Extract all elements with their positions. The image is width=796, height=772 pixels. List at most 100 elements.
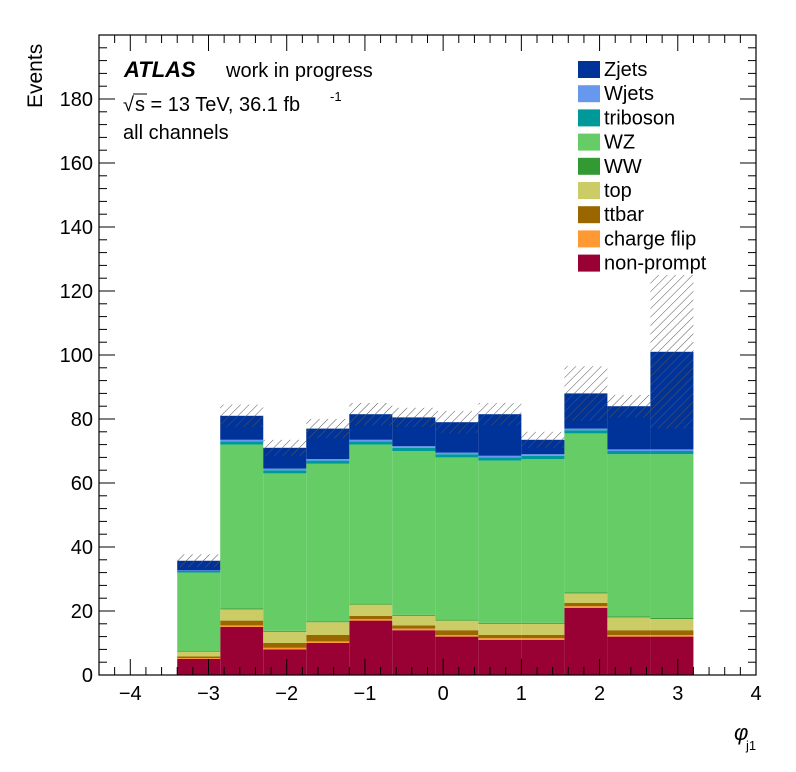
bar-non-prompt: [392, 630, 436, 675]
legend-swatch-triboson: [578, 109, 600, 127]
bar-non-prompt: [650, 636, 694, 675]
bar-non-prompt: [478, 639, 522, 675]
y-tick-label: 60: [71, 473, 93, 495]
bar-triboson: [435, 454, 479, 458]
x-axis-label-subscript: j1: [745, 738, 756, 753]
y-tick-labels: 0 20 40 60 80 100 120 140 160 180: [60, 89, 93, 687]
y-tick-label: 40: [71, 537, 93, 559]
uncertainty-band: [564, 366, 608, 421]
bar-charge-flip: [435, 635, 479, 637]
bar-non-prompt: [220, 627, 264, 675]
x-tick-label: −3: [197, 683, 220, 705]
legend-swatch-zjets: [578, 61, 600, 78]
bar-top: [607, 617, 651, 631]
bar-ww: [607, 616, 651, 618]
bar-wz: [607, 454, 651, 617]
legend-swatch-top: [578, 182, 600, 199]
bar-charge-flip: [478, 638, 522, 640]
bar-wz: [435, 457, 479, 620]
bar-wz: [177, 572, 221, 651]
legend-label-triboson: triboson: [604, 107, 675, 129]
legend-swatch-charge-flip: [578, 230, 600, 248]
energy-sqrt: √: [123, 94, 134, 116]
bar-ttbar: [177, 656, 221, 659]
uncertainty-bands: [177, 275, 694, 568]
bar-non-prompt: [435, 636, 479, 675]
axis-ticks: [98, 34, 757, 676]
bar-triboson: [349, 441, 393, 445]
atlas-sublabel: work in progress: [225, 60, 373, 82]
bar-top: [650, 619, 694, 631]
bar-ttbar: [521, 635, 565, 639]
bar-charge-flip: [306, 641, 350, 643]
bar-top: [263, 631, 307, 643]
legend-swatch-ttbar: [578, 206, 600, 224]
bar-ttbar: [650, 630, 694, 635]
bar-wjets: [349, 439, 393, 442]
bar-ww: [521, 622, 565, 624]
bar-ww: [392, 614, 436, 616]
bar-wjets: [564, 428, 608, 431]
legend-label-charge-flip: charge flip: [604, 228, 696, 250]
bar-charge-flip: [349, 619, 393, 621]
bar-wz: [521, 459, 565, 623]
bar-charge-flip: [177, 658, 221, 659]
channel-label: all channels: [123, 122, 229, 144]
bar-non-prompt: [349, 620, 393, 675]
bar-ww: [650, 618, 694, 619]
bar-wz: [392, 451, 436, 615]
uncertainty-band: [521, 431, 565, 448]
bar-ttbar: [263, 643, 307, 648]
bar-ttbar: [220, 620, 264, 626]
bar-wz: [306, 463, 350, 622]
bar-wz: [650, 454, 694, 619]
x-axis-label: φ: [734, 720, 748, 745]
y-tick-label: 0: [82, 665, 93, 687]
bar-wjets: [650, 449, 694, 451]
bar-triboson: [521, 455, 565, 459]
x-tick-label: −2: [275, 683, 298, 705]
atlas-label: ATLAS: [123, 57, 196, 82]
bar-triboson: [306, 460, 350, 464]
uncertainty-band: [177, 554, 221, 568]
uncertainty-band: [650, 275, 694, 429]
bar-wjets: [177, 570, 221, 571]
bar-ww: [349, 603, 393, 605]
uncertainty-band: [349, 403, 393, 426]
bar-charge-flip: [521, 638, 565, 640]
bar-ttbar: [607, 630, 651, 635]
uncertainty-band: [263, 439, 307, 456]
bar-wjets: [478, 455, 522, 458]
bar-top: [349, 604, 393, 616]
bar-non-prompt: [177, 659, 221, 675]
bar-non-prompt: [521, 639, 565, 675]
bar-ttbar: [349, 615, 393, 619]
bar-non-prompt: [564, 607, 608, 675]
bar-non-prompt: [263, 649, 307, 675]
x-tick-label: −4: [119, 683, 142, 705]
uncertainty-band: [220, 404, 264, 427]
x-tick-label: −1: [354, 683, 377, 705]
bar-ww: [220, 608, 264, 610]
y-tick-label: 120: [60, 281, 93, 303]
bar-top: [306, 622, 350, 635]
uncertainty-band: [607, 395, 651, 418]
bar-triboson: [607, 451, 651, 455]
bar-triboson: [220, 441, 264, 445]
x-tick-labels: −4 −3 −2 −1 0 1 2 3 4: [119, 683, 762, 705]
bar-triboson: [650, 451, 694, 455]
bar-charge-flip: [650, 635, 694, 637]
bar-top: [564, 593, 608, 603]
bar-triboson: [392, 447, 436, 451]
y-axis-label: Events: [24, 44, 47, 108]
bar-wjets: [392, 446, 436, 448]
legend-label-zjets: Zjets: [604, 59, 647, 81]
bar-wjets: [220, 439, 264, 442]
y-tick-label: 80: [71, 409, 93, 431]
bar-ttbar: [306, 635, 350, 642]
legend-label-non-prompt: non-prompt: [604, 253, 707, 275]
bar-triboson: [564, 430, 608, 434]
legend-swatch-wz: [578, 133, 600, 151]
bar-ttbar: [564, 603, 608, 607]
